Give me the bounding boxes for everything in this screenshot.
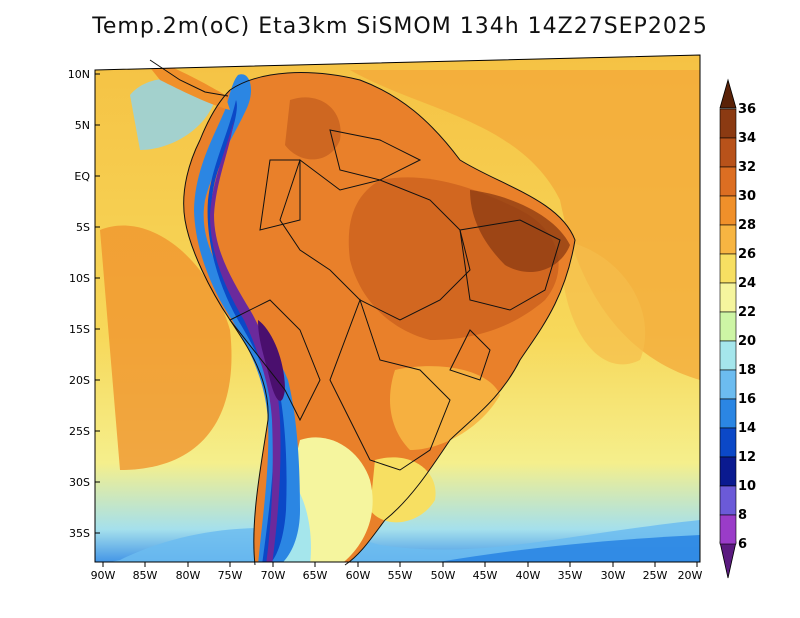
colorbar-bin: [719, 456, 737, 487]
colorbar-label: 24: [738, 276, 756, 291]
colorbar: 36 34 32 30 28 26 24 22 20 18 16 14 12 1…: [719, 78, 756, 579]
colorbar-max-arrow: [719, 78, 737, 109]
colorbar-label: 10: [738, 479, 756, 494]
colorbar-label: 28: [738, 218, 756, 233]
colorbar-label: 8: [738, 508, 747, 523]
lon-label: 50W: [431, 569, 456, 582]
colorbar-bin: [719, 427, 737, 458]
colorbar-bin: [719, 195, 737, 226]
colorbar-bin: [719, 485, 737, 516]
colorbar-bin: [719, 369, 737, 400]
colorbar-bin: [719, 282, 737, 313]
colorbar-bin: [719, 224, 737, 255]
lat-label: 15S: [69, 323, 90, 336]
lat-label: 25S: [69, 425, 90, 438]
colorbar-label: 16: [738, 392, 756, 407]
colorbar-label: 30: [738, 189, 756, 204]
map-frame: [94, 54, 701, 563]
colorbar-label: 22: [738, 305, 756, 320]
colorbar-label: 14: [738, 421, 756, 436]
colorbar-bin: [719, 253, 737, 284]
colorbar-label: 32: [738, 160, 756, 175]
lat-label: 20S: [69, 374, 90, 387]
colorbar-bin: [719, 108, 737, 139]
colorbar-bin: [719, 398, 737, 429]
coastlines-and-borders: [149, 59, 576, 566]
lon-label: 80W: [176, 569, 201, 582]
lat-label: 10S: [69, 272, 90, 285]
lon-label: 20W: [678, 569, 703, 582]
lon-label: 35W: [558, 569, 583, 582]
temperature-field: [95, 55, 700, 562]
colorbar-bin: [719, 166, 737, 197]
colorbar-bin: [719, 311, 737, 342]
colorbar-label: 20: [738, 334, 756, 349]
lon-label: 75W: [218, 569, 243, 582]
colorbar-bin: [719, 137, 737, 168]
lon-label: 70W: [261, 569, 286, 582]
map-title: Temp.2m(oC) Eta3km SiSMOM 134h 14Z27SEP2…: [92, 14, 708, 39]
colorbar-label: 26: [738, 247, 756, 262]
lat-label: 10N: [68, 68, 90, 81]
lat-label: 5N: [75, 119, 90, 132]
lon-label: 90W: [91, 569, 116, 582]
lat-label: 30S: [69, 476, 90, 489]
colorbar-bin: [719, 514, 737, 545]
lon-label: 60W: [346, 569, 371, 582]
lat-label: EQ: [74, 170, 90, 183]
colorbar-min-arrow: [719, 541, 737, 579]
colorbar-label: 36: [738, 102, 756, 117]
colorbar-label: 34: [738, 131, 756, 146]
lon-label: 30W: [601, 569, 626, 582]
lat-label: 35S: [69, 527, 90, 540]
lon-label: 40W: [516, 569, 541, 582]
colorbar-label: 18: [738, 363, 756, 378]
longitude-axis: 90W 85W 80W 75W 70W 65W 60W 55W 50W 45W …: [91, 562, 703, 582]
lon-label: 25W: [643, 569, 668, 582]
colorbar-label: 6: [738, 537, 747, 552]
lon-label: 65W: [303, 569, 328, 582]
lon-label: 55W: [388, 569, 413, 582]
colorbar-label: 12: [738, 450, 756, 465]
latitude-axis: 10N 5N EQ 5S 10S 15S 20S 25S 30S 35S: [68, 68, 100, 540]
lat-label: 5S: [76, 221, 90, 234]
colorbar-bin: [719, 340, 737, 371]
lon-label: 85W: [133, 569, 158, 582]
lon-label: 45W: [473, 569, 498, 582]
